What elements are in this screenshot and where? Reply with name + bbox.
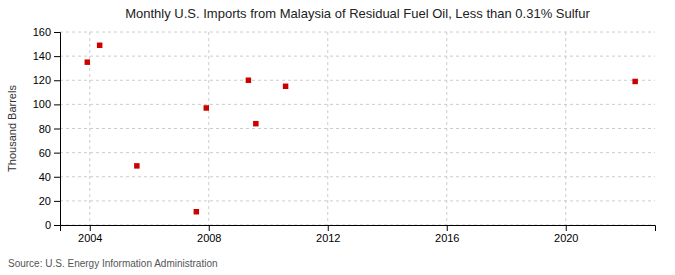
tick-mark <box>54 153 60 154</box>
tick: 40 <box>39 171 60 183</box>
tick-mark <box>54 177 60 178</box>
x-axis: 2004 2008 2012 2016 2020 <box>61 225 656 244</box>
point <box>632 79 637 84</box>
tick: 2008 <box>197 225 221 244</box>
axis-line <box>54 33 61 226</box>
tick: 2012 <box>316 225 340 244</box>
tick-label: 100 <box>33 98 51 110</box>
tick: 80 <box>39 123 60 135</box>
source: Source: U.S. Energy Information Administ… <box>8 258 218 269</box>
tick: 100 <box>33 98 60 110</box>
tick-label: 140 <box>33 50 51 62</box>
tick-label: 2008 <box>197 232 221 244</box>
tick-label: 160 <box>33 26 51 38</box>
chart: 2004 2008 2012 2016 2020 0 20 40 60 80 100 120 140 16… <box>0 0 675 275</box>
tick: 120 <box>33 74 60 86</box>
tick-mark <box>328 225 329 231</box>
tick: 0 <box>45 219 60 231</box>
tick-mark <box>54 56 60 57</box>
tick-label: 40 <box>39 171 51 183</box>
title: Monthly U.S. Imports from Malaysia of Re… <box>125 6 590 21</box>
point <box>253 121 258 126</box>
tick-mark <box>54 32 60 33</box>
point <box>194 209 199 214</box>
tick-label: 80 <box>39 123 51 135</box>
tick-mark <box>566 225 567 231</box>
tick-mark <box>54 201 60 202</box>
tick-label: 2012 <box>316 232 340 244</box>
grid-line <box>327 32 328 225</box>
points <box>85 43 638 215</box>
tick-label: 2004 <box>78 232 102 244</box>
point <box>283 84 288 89</box>
tick-label: 2016 <box>435 232 459 244</box>
point <box>85 59 90 64</box>
tick-label: 20 <box>39 195 51 207</box>
tick-mark <box>90 225 91 231</box>
tick-mark <box>54 80 60 81</box>
tick: 60 <box>39 147 60 159</box>
y-axis: 0 20 40 60 80 100 120 140 160 <box>33 26 61 231</box>
tick-label: 120 <box>33 74 51 86</box>
point <box>134 163 139 168</box>
point <box>97 43 102 48</box>
tick-label: 60 <box>39 147 51 159</box>
point <box>246 78 251 83</box>
tick: 140 <box>33 50 60 62</box>
tick-mark <box>447 225 448 231</box>
tick-mark <box>54 129 60 130</box>
tick: 2016 <box>435 225 459 244</box>
tick-mark <box>54 104 60 105</box>
grid-line <box>446 32 447 225</box>
grid <box>60 32 655 225</box>
y-label: Thousand Barrels <box>6 85 18 172</box>
tick: 2004 <box>78 225 102 244</box>
tick: 160 <box>33 26 60 38</box>
axis-line <box>61 226 656 232</box>
grid-line <box>565 32 566 225</box>
tick-mark <box>54 225 60 226</box>
point <box>204 105 209 110</box>
tick: 20 <box>39 195 60 207</box>
tick: 2020 <box>554 225 578 244</box>
plot-area: 2004 2008 2012 2016 2020 0 20 40 60 80 100 120 140 16… <box>33 26 656 244</box>
tick-label: 2020 <box>554 232 578 244</box>
tick-label: 0 <box>45 219 51 231</box>
grid-line <box>208 32 209 225</box>
tick-mark <box>209 225 210 231</box>
